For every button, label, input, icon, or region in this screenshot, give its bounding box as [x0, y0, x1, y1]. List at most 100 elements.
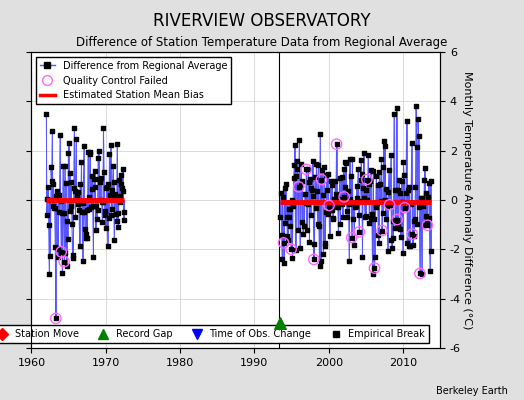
- Point: [317, 176, 325, 183]
- Point: [370, 265, 379, 271]
- Point: [54, 192, 63, 198]
- Point: [315, 263, 324, 269]
- Point: [96, 179, 104, 186]
- Point: [374, 182, 382, 188]
- Point: [427, 178, 435, 184]
- Point: [99, 124, 107, 131]
- Point: [44, 184, 52, 190]
- Point: [306, 176, 314, 182]
- Point: [399, 250, 407, 256]
- Point: [391, 224, 399, 231]
- Point: [378, 227, 386, 234]
- Point: [387, 237, 396, 243]
- Point: [325, 202, 333, 209]
- Point: [115, 176, 123, 183]
- Point: [65, 140, 73, 146]
- Point: [114, 224, 123, 230]
- Point: [294, 184, 303, 190]
- Point: [356, 177, 365, 183]
- Point: [300, 223, 308, 229]
- Point: [394, 221, 402, 228]
- Point: [106, 192, 114, 198]
- Point: [57, 248, 66, 255]
- Point: [281, 220, 290, 226]
- Point: [364, 152, 373, 158]
- Point: [405, 184, 413, 191]
- Text: Berkeley Earth: Berkeley Earth: [436, 386, 508, 396]
- Point: [93, 216, 101, 222]
- Point: [68, 252, 77, 258]
- Point: [361, 213, 369, 220]
- Point: [376, 181, 384, 188]
- Y-axis label: Monthly Temperature Anomaly Difference (°C): Monthly Temperature Anomaly Difference (…: [462, 71, 472, 329]
- Point: [316, 131, 324, 137]
- Point: [57, 248, 66, 255]
- Point: [421, 164, 429, 171]
- Point: [92, 226, 100, 233]
- Point: [112, 210, 120, 217]
- Point: [62, 263, 71, 269]
- Point: [102, 224, 110, 231]
- Point: [321, 240, 330, 246]
- Point: [412, 144, 421, 150]
- Point: [331, 203, 339, 210]
- Point: [340, 194, 348, 200]
- Point: [375, 168, 384, 175]
- Point: [108, 187, 117, 194]
- Point: [97, 197, 105, 204]
- Point: [282, 214, 291, 220]
- Point: [277, 190, 285, 196]
- Point: [398, 198, 407, 205]
- Point: [114, 209, 122, 216]
- Point: [396, 226, 405, 232]
- Point: [400, 204, 409, 211]
- Point: [313, 188, 321, 194]
- Point: [319, 251, 328, 257]
- Point: [70, 184, 78, 191]
- Point: [88, 186, 96, 192]
- Point: [350, 200, 358, 207]
- Point: [303, 201, 312, 208]
- Point: [290, 162, 299, 168]
- Point: [420, 222, 428, 228]
- Point: [95, 175, 104, 182]
- Point: [323, 171, 332, 177]
- Point: [297, 161, 305, 168]
- Point: [72, 189, 81, 196]
- Point: [320, 164, 328, 171]
- Point: [401, 205, 410, 212]
- Point: [355, 229, 364, 235]
- Point: [337, 198, 345, 205]
- Point: [119, 216, 128, 223]
- Point: [49, 180, 58, 187]
- Point: [86, 148, 94, 155]
- Point: [386, 199, 395, 206]
- Point: [354, 166, 362, 172]
- Point: [414, 116, 422, 122]
- Point: [96, 175, 105, 182]
- Point: [58, 210, 66, 216]
- Point: [357, 157, 365, 163]
- Point: [355, 229, 364, 235]
- Point: [60, 258, 68, 265]
- Point: [92, 203, 101, 210]
- Point: [57, 198, 65, 205]
- Point: [111, 191, 119, 197]
- Point: [76, 181, 84, 187]
- Point: [373, 200, 381, 206]
- Point: [397, 234, 405, 240]
- Point: [48, 178, 56, 184]
- Point: [301, 191, 309, 197]
- Point: [419, 203, 427, 210]
- Point: [332, 141, 341, 147]
- Point: [43, 196, 52, 202]
- Point: [316, 258, 325, 264]
- Point: [423, 222, 432, 228]
- Point: [385, 202, 394, 208]
- Point: [408, 231, 417, 237]
- Point: [371, 254, 379, 260]
- Point: [425, 215, 433, 221]
- Point: [339, 214, 347, 220]
- Point: [302, 166, 310, 173]
- Point: [45, 271, 53, 277]
